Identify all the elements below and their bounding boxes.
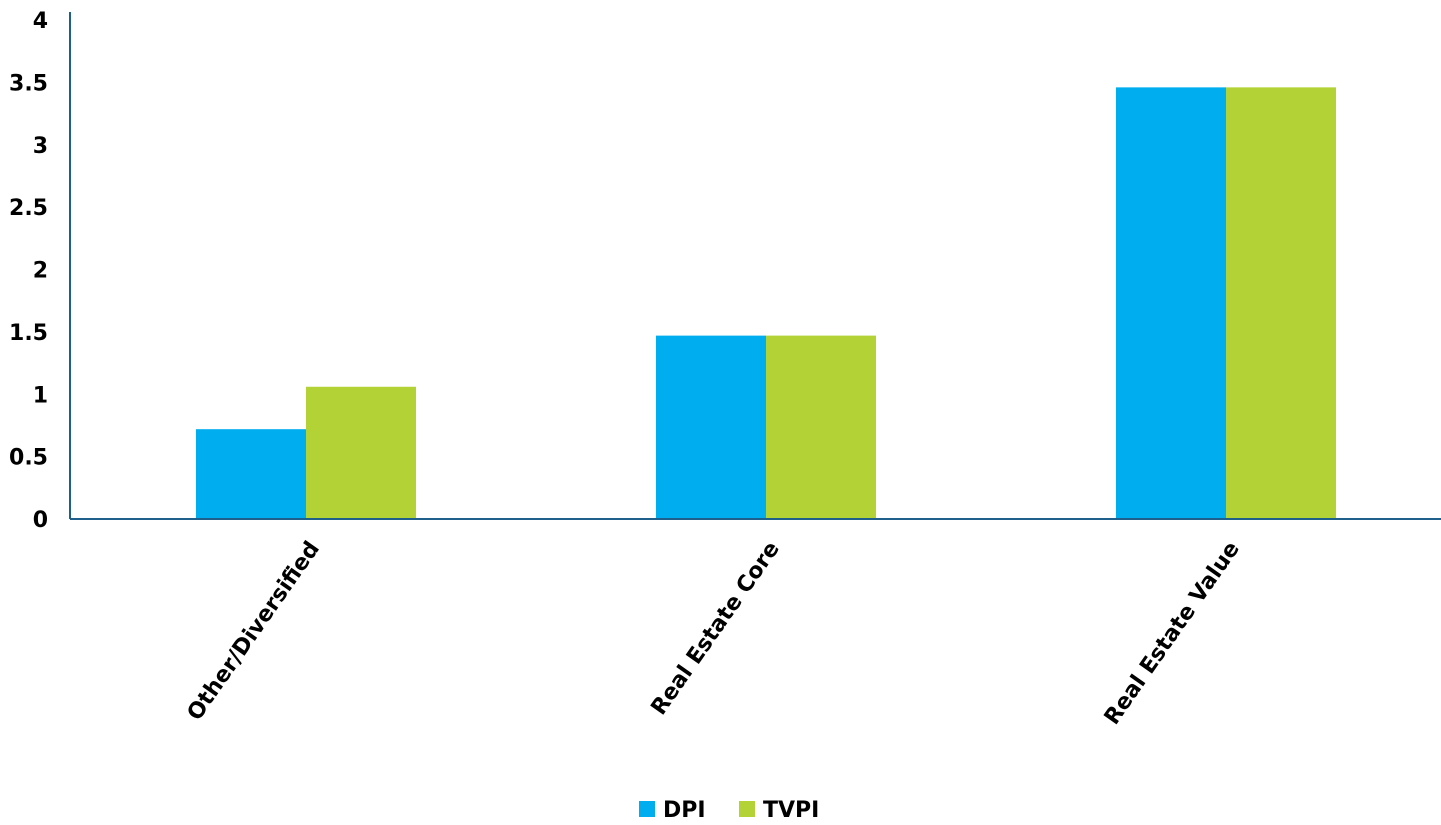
y-tick-label: 0	[33, 508, 48, 533]
y-tick-label: 4	[33, 9, 48, 34]
legend-label-tvpi: TVPI	[763, 798, 819, 823]
y-tick-label: 2.5	[9, 196, 48, 221]
bar-dpi-2	[656, 335, 766, 519]
y-tick-label: 3.5	[9, 71, 48, 96]
bar-dpi-3	[1116, 87, 1226, 520]
y-axis-ticks: 0 0.5 1 1.5 2 2.5 3 3.5 4	[9, 9, 48, 533]
x-category-label: Other/Diversified	[183, 537, 325, 725]
legend: DPI TVPI	[639, 798, 819, 823]
x-category-label: Real Estate Core	[647, 537, 785, 720]
bar-tvpi-1	[306, 386, 416, 519]
legend-swatch-tvpi	[739, 801, 755, 817]
legend-swatch-dpi	[639, 801, 655, 817]
y-tick-label: 3	[33, 134, 48, 159]
y-tick-label: 0.5	[9, 446, 48, 471]
bar-series	[196, 87, 1336, 520]
y-tick-label: 1.5	[9, 321, 48, 346]
x-category-label: Real Estate Value	[1100, 537, 1245, 729]
y-tick-label: 2	[33, 259, 48, 284]
bar-tvpi-3	[1226, 87, 1336, 520]
bar-tvpi-2	[766, 335, 876, 519]
bar-dpi-1	[196, 429, 306, 519]
legend-label-dpi: DPI	[663, 798, 706, 823]
x-axis-category-labels: Other/Diversified Real Estate Core Real Es…	[183, 537, 1245, 729]
y-tick-label: 1	[33, 383, 48, 408]
